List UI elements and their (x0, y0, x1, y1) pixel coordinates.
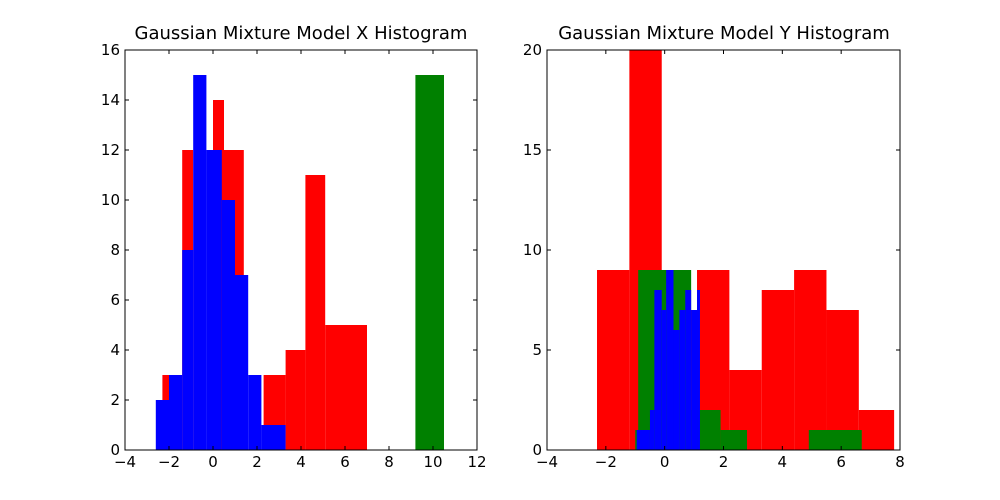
y-hist-ytick-label-1: 5 (532, 341, 542, 359)
x-hist-ytick-label-7: 14 (101, 91, 120, 109)
x-hist-xtick-label-8: 12 (467, 453, 486, 471)
x-hist-xtick-label-0: −4 (114, 453, 136, 471)
y-hist-xtick-label-4: 4 (778, 453, 788, 471)
x-hist-bar-s2-b2 (182, 250, 194, 450)
x-hist-bar-s2-b7 (248, 375, 262, 450)
y-hist-ytick-label-0: 0 (532, 441, 542, 459)
y-hist-xtick-label-0: −4 (536, 453, 558, 471)
y-hist-bar-s2-b5 (673, 330, 680, 450)
x-hist-bar-s2-b0 (155, 400, 169, 450)
x-hist-ytick-label-2: 4 (110, 341, 120, 359)
y-hist-ytick-label-3: 15 (523, 141, 542, 159)
y-hist-bar-s2-b4 (666, 270, 674, 450)
y-hist-bar-s0-b5 (761, 290, 795, 450)
y-hist-bar-s2-b2 (654, 290, 662, 450)
x-hist-bar-s0-b7 (325, 325, 367, 450)
y-hist-ytick-label-4: 20 (523, 41, 542, 59)
x-hist-bar-s0-b5 (285, 350, 306, 450)
x-hist-bar-s2-b6 (235, 275, 249, 450)
x-hist-bar-s0-b6 (305, 175, 326, 450)
x-hist-ytick-label-5: 10 (101, 191, 120, 209)
x-hist-ytick-label-8: 16 (101, 41, 120, 59)
y-hist-bar-s2-b1 (649, 410, 655, 450)
y-hist-bar-s2-b9 (697, 290, 700, 450)
y-hist-xtick-label-3: 2 (719, 453, 729, 471)
y-hist-bar-s2-b3 (661, 310, 667, 450)
y-hist-bar-s2-b8 (691, 310, 698, 450)
y-hist-bar-s0-b8 (858, 410, 895, 450)
x-hist-ytick-label-4: 8 (110, 241, 120, 259)
x-hist-ytick-label-6: 12 (101, 141, 120, 159)
x-hist-series-1 (415, 75, 444, 450)
x-hist-ytick-label-0: 0 (110, 441, 120, 459)
y-hist-bar-s0-b6 (794, 270, 827, 450)
x-hist-bar-s2-b3 (193, 75, 207, 450)
x-hist-bar-s1-b0 (415, 75, 444, 450)
x-hist-xtick-label-7: 10 (423, 453, 442, 471)
y-hist-bar-s0-b7 (826, 310, 859, 450)
x-hist-bar-s2-b5 (221, 200, 235, 450)
x-hist-xtick-label-3: 2 (252, 453, 262, 471)
y-hist-bar-s2-b7 (685, 290, 692, 450)
x-hist-bar-s2-b4 (206, 150, 222, 450)
y-hist-xtick-label-2: 0 (660, 453, 670, 471)
x-histogram-panel: Gaussian Mixture Model X Histogram −4 −2 0… (101, 23, 487, 471)
x-hist-bar-s2-b8 (261, 425, 286, 450)
x-hist-bar-s2-b1 (169, 375, 183, 450)
y-hist-xtick-label-6: 8 (895, 453, 905, 471)
x-hist-series-2 (155, 75, 286, 450)
x-hist-ytick-label-3: 6 (110, 291, 120, 309)
x-hist-xtick-label-6: 8 (384, 453, 394, 471)
x-hist-xtick-label-1: −2 (158, 453, 180, 471)
y-hist-xtick-label-1: −2 (595, 453, 617, 471)
y-hist-xtick-label-5: 6 (836, 453, 846, 471)
x-hist-xtick-label-5: 6 (340, 453, 350, 471)
y-histogram-panel: Gaussian Mixture Model Y Histogram −4 −2 0… (523, 23, 905, 471)
x-hist-xtick-label-4: 4 (296, 453, 306, 471)
y-hist-bar-s2-b0 (636, 430, 650, 450)
x-hist-xtick-label-2: 0 (208, 453, 218, 471)
y-hist-bar-s1-b4 (808, 430, 862, 450)
y-hist-series-2 (636, 270, 700, 450)
x-histogram-title: Gaussian Mixture Model X Histogram (135, 23, 468, 44)
y-histogram-title: Gaussian Mixture Model Y Histogram (558, 23, 890, 44)
x-hist-ytick-label-1: 2 (110, 391, 120, 409)
y-hist-bar-s1-b3 (720, 430, 748, 450)
y-hist-bar-s2-b6 (679, 310, 686, 450)
y-hist-ytick-label-2: 10 (523, 241, 542, 259)
y-hist-bar-s0-b0 (597, 270, 630, 450)
